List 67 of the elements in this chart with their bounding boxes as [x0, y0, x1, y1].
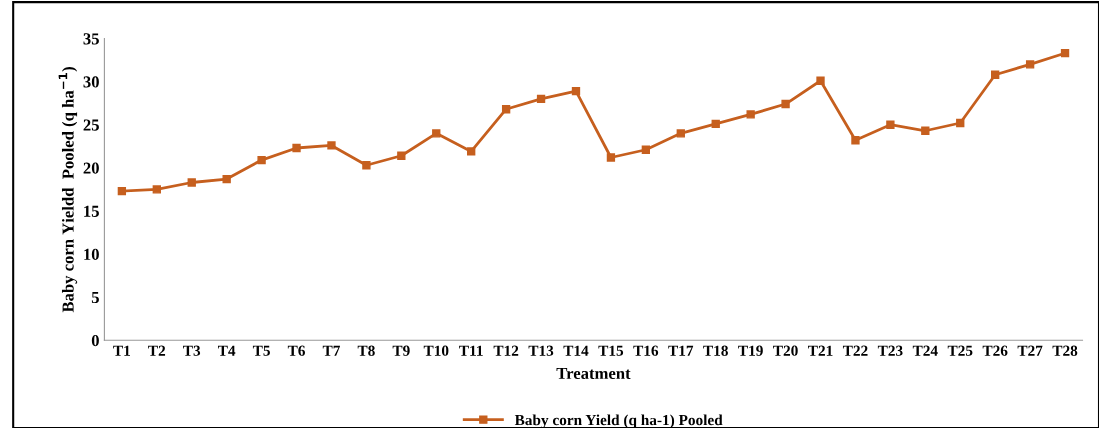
x-tick-label: T1	[113, 345, 130, 356]
x-tick-label: T8	[357, 345, 375, 356]
x-tick-label: T9	[392, 345, 410, 356]
point	[187, 178, 196, 187]
x-tick-label: T17	[668, 345, 694, 356]
point	[501, 105, 511, 114]
x-tick-label: T2	[148, 345, 166, 356]
x-tick-label: T16	[633, 345, 659, 356]
y-tick-label: 20	[83, 162, 99, 174]
point	[1060, 49, 1070, 58]
point	[571, 86, 581, 96]
point	[851, 136, 860, 145]
x-tick-label: T26	[982, 345, 1008, 356]
point	[292, 143, 301, 153]
point	[152, 185, 161, 194]
x-tick-label: T22	[842, 345, 868, 356]
point	[1025, 60, 1035, 69]
point	[746, 110, 755, 119]
x-tick-label: T24	[912, 345, 938, 356]
point	[991, 70, 1000, 79]
point	[117, 186, 127, 196]
y-tick-label: 5	[91, 292, 99, 304]
point	[257, 155, 266, 165]
y-tick-label: 15	[84, 205, 99, 217]
x-tick-label: T19	[738, 345, 763, 356]
legend-label: Baby corn Yield (q ha-1) Pooled	[514, 414, 723, 428]
y-tick-label: 30	[83, 76, 99, 88]
point	[956, 118, 965, 128]
point	[606, 153, 616, 162]
y-tick-label: 10	[84, 248, 99, 260]
x-axis-title: Treatment	[556, 367, 631, 380]
x-tick-label: T5	[252, 345, 270, 356]
x-tick-label: T3	[183, 345, 201, 356]
x-tick-label: T28	[1052, 345, 1078, 356]
x-tick-label: T21	[808, 345, 833, 356]
point	[781, 99, 790, 109]
x-tick-label: T18	[703, 345, 728, 356]
point	[467, 147, 476, 156]
x-tick-label: T20	[773, 345, 798, 356]
y-tick-label: 0	[91, 334, 99, 347]
x-tick-label: T27	[1017, 345, 1043, 356]
y-axis-title: Baby corn Yieldd Pooled (q ha$^{−1}$)	[58, 66, 78, 313]
point	[921, 126, 930, 135]
point	[711, 119, 720, 129]
point	[432, 129, 441, 138]
x-tick-label: T4	[217, 345, 236, 356]
x-tick-label: T15	[598, 345, 624, 356]
x-tick-label: T23	[877, 345, 903, 356]
x-tick-label: T14	[563, 345, 589, 356]
x-tick-label: T6	[287, 345, 305, 356]
point	[641, 145, 651, 154]
y-tick-label: 25	[83, 119, 99, 131]
x-tick-label: T10	[423, 345, 449, 356]
point	[536, 94, 546, 104]
y-tick-label: 35	[83, 33, 99, 45]
x-tick-label: T12	[493, 345, 519, 356]
x-tick-label: T11	[459, 345, 483, 356]
point	[676, 129, 685, 138]
x-tick-label: T7	[322, 345, 341, 356]
point	[397, 151, 406, 160]
point	[886, 120, 895, 129]
point	[327, 141, 336, 150]
point	[816, 76, 825, 85]
x-tick-label: T13	[528, 345, 554, 356]
x-tick-label: T25	[947, 345, 973, 356]
point	[362, 161, 371, 170]
point	[222, 174, 231, 184]
